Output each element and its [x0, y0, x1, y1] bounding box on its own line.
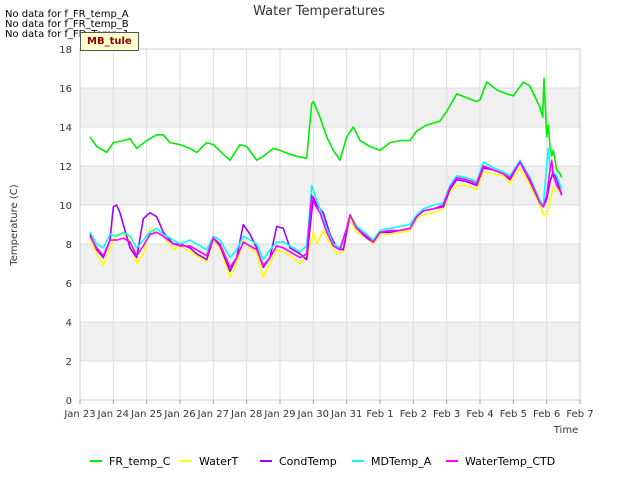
plot-frame — [79, 48, 581, 401]
site-label-badge: MB_tule — [80, 32, 139, 51]
legend: FR_temp_C WaterT CondTemp MDTemp_A WaterTemp… — [90, 455, 555, 468]
legend-label: CondTemp — [279, 455, 337, 468]
chart-title: Water Temperatures — [253, 4, 385, 19]
y-tick-label: 14 — [59, 123, 72, 134]
x-tick-label: Jan 29 — [263, 409, 295, 420]
y-axis-label: Temperature (C) — [9, 184, 20, 266]
x-tick-label: Jan 25 — [130, 409, 162, 420]
series-line-fr-temp-c — [89, 77, 563, 179]
x-tick-label: Feb 6 — [533, 409, 560, 420]
x-tick-label: Jan 27 — [197, 409, 229, 420]
series-lines — [89, 77, 563, 278]
x-tick-label: Feb 3 — [433, 409, 460, 420]
x-axis-label: Time — [553, 425, 578, 436]
band — [80, 166, 580, 205]
x-tick-label: Jan 26 — [163, 409, 195, 420]
series-line-mdtemp-a — [89, 147, 563, 261]
y-tick-label: 8 — [66, 240, 72, 251]
no-data-message: No data for f_FR_temp_B — [5, 19, 129, 30]
background-bands — [80, 49, 580, 400]
y-tick-label: 16 — [59, 84, 72, 95]
no-data-message: No data for f_FR_temp_A — [5, 9, 129, 20]
band — [80, 88, 580, 127]
x-axis-ticks: Jan 23 Jan 24 Jan 25 Jan 26 Jan 27 Jan 28 Jan … — [63, 400, 594, 420]
x-tick-label: Jan 31 — [330, 409, 362, 420]
legend-label: WaterT — [199, 455, 239, 468]
legend-label: WaterTemp_CTD — [465, 455, 555, 468]
y-tick-label: 6 — [66, 279, 72, 290]
y-tick-label: 18 — [59, 45, 72, 56]
x-tick-label: Jan 28 — [230, 409, 262, 420]
x-tick-label: Jan 30 — [297, 409, 329, 420]
band — [80, 322, 580, 361]
y-tick-label: 2 — [66, 357, 72, 368]
x-tick-label: Feb 5 — [500, 409, 527, 420]
grid-lines — [79, 48, 581, 401]
x-tick-label: Jan 23 — [63, 409, 95, 420]
y-tick-label: 10 — [59, 201, 72, 212]
x-tick-label: Feb 2 — [400, 409, 427, 420]
y-axis-ticks: 0 2 4 6 8 10 12 14 16 18 — [59, 45, 72, 407]
x-tick-label: Feb 1 — [366, 409, 393, 420]
y-tick-label: 12 — [59, 162, 72, 173]
legend-label: FR_temp_C — [109, 455, 171, 468]
y-tick-label: 0 — [66, 396, 72, 407]
x-tick-label: Feb 4 — [466, 409, 493, 420]
y-tick-label: 4 — [66, 318, 72, 329]
legend-label: MDTemp_A — [371, 455, 432, 468]
x-tick-label: Jan 24 — [97, 409, 129, 420]
series-line-watertemp-ctd — [89, 159, 563, 269]
band — [80, 244, 580, 283]
no-data-message: No data for f_FD_Temp_1 — [5, 29, 130, 40]
x-tick-label: Feb 7 — [566, 409, 593, 420]
